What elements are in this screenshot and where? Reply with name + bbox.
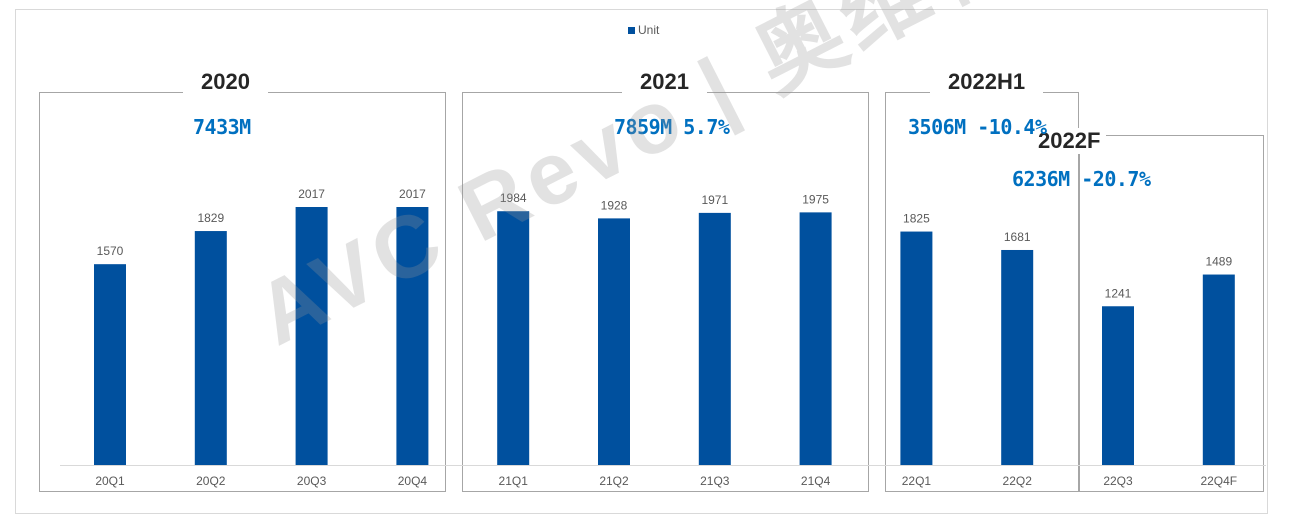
tick-label-21q1: 21Q1 bbox=[499, 474, 529, 488]
bar-22q2 bbox=[1001, 249, 1034, 465]
bar-20q1 bbox=[94, 264, 126, 465]
data-label-22q1: 1825 bbox=[903, 212, 930, 226]
bar-22q4f bbox=[1202, 274, 1235, 465]
tick-label-22q3: 22Q3 bbox=[1103, 474, 1133, 488]
tick-label-20q4: 20Q4 bbox=[398, 474, 428, 488]
tick-label-21q4: 21Q4 bbox=[801, 474, 831, 488]
data-label-22q4f: 1489 bbox=[1205, 255, 1232, 269]
data-label-22q2: 1681 bbox=[1004, 230, 1031, 244]
data-label-21q2: 1928 bbox=[601, 198, 628, 212]
tick-label-22q4f: 22Q4F bbox=[1200, 474, 1237, 488]
data-label-21q3: 1971 bbox=[701, 193, 728, 207]
data-label-20q2: 1829 bbox=[197, 211, 224, 225]
tick-label-22q2: 22Q2 bbox=[1003, 474, 1033, 488]
group-box-2022f bbox=[1079, 135, 1264, 492]
group-title-2020: 2020 bbox=[183, 69, 268, 95]
group-title-2022h1: 2022H1 bbox=[930, 69, 1044, 95]
group-total-2022h1: 3506M -10.4% bbox=[908, 115, 1047, 139]
group-total-2022f: 6236M -20.7% bbox=[1012, 167, 1151, 191]
tick-label-21q3: 21Q3 bbox=[700, 474, 730, 488]
bar-21q1 bbox=[497, 211, 530, 465]
data-label-22q3: 1241 bbox=[1105, 286, 1132, 300]
bar-21q3 bbox=[698, 212, 731, 465]
group-total-2021: 7859M 5.7% bbox=[614, 115, 730, 139]
tick-label-20q2: 20Q2 bbox=[196, 474, 226, 488]
bar-20q3 bbox=[295, 207, 328, 465]
data-label-20q1: 1570 bbox=[97, 244, 124, 258]
data-label-20q3: 2017 bbox=[298, 187, 325, 201]
bar-20q4 bbox=[396, 207, 429, 465]
tick-label-20q1: 20Q1 bbox=[95, 474, 125, 488]
tick-label-20q3: 20Q3 bbox=[297, 474, 327, 488]
legend-swatch bbox=[628, 26, 635, 34]
data-label-21q4: 1975 bbox=[802, 192, 829, 206]
bar-20q2 bbox=[194, 231, 227, 465]
tick-label-21q2: 21Q2 bbox=[599, 474, 629, 488]
bar-22q3 bbox=[1102, 306, 1134, 465]
tick-label-22q1: 22Q1 bbox=[902, 474, 932, 488]
data-label-20q4: 2017 bbox=[399, 187, 426, 201]
data-label-21q1: 1984 bbox=[500, 191, 527, 205]
legend: Unit bbox=[628, 23, 659, 37]
bar-22q1 bbox=[900, 231, 933, 465]
group-title-2022f: 2022F bbox=[1032, 128, 1107, 154]
bar-21q4 bbox=[799, 212, 832, 465]
chart-frame bbox=[15, 9, 1268, 514]
bar-21q2 bbox=[598, 218, 630, 465]
group-total-2020: 7433M bbox=[193, 115, 251, 139]
group-title-2021: 2021 bbox=[622, 69, 707, 95]
legend-label: Unit bbox=[638, 23, 660, 37]
